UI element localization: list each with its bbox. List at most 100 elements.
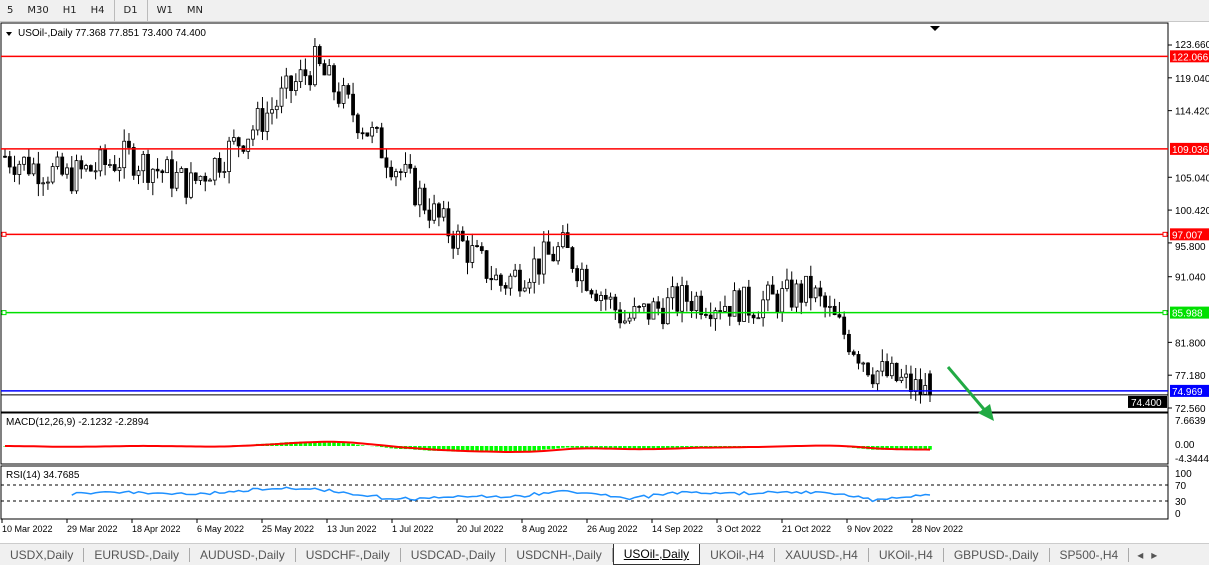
date-label: 13 Jun 2022	[327, 524, 377, 534]
candle	[136, 170, 141, 176]
trend-arrow[interactable]	[946, 366, 990, 415]
price-chart[interactable]: 123.660 119.040 114.420 105.040 100.420 95.80…	[0, 22, 1209, 543]
tab-sp500-h4[interactable]: SP500-,H4	[1050, 547, 1130, 562]
candle	[870, 374, 875, 385]
candle	[789, 279, 794, 308]
macd-bar	[322, 441, 327, 446]
macd-bar	[480, 446, 484, 452]
candle	[332, 65, 336, 93]
candle	[713, 310, 718, 320]
candle	[780, 288, 785, 313]
macd-bar	[675, 446, 680, 448]
candle	[642, 303, 646, 308]
rsi-label: RSI(14) 34.7685	[6, 470, 80, 481]
candle	[46, 181, 50, 184]
tab-usdchf-daily[interactable]: USDCHF-,Daily	[296, 547, 401, 562]
tab-usoil-daily[interactable]: USOil-,Daily	[612, 544, 701, 565]
candle	[41, 182, 46, 185]
date-label: 8 Aug 2022	[522, 524, 568, 534]
macd-bar	[685, 446, 689, 448]
candle	[203, 175, 208, 182]
scroll-left-icon[interactable]: ◂	[1137, 547, 1144, 562]
candle	[775, 293, 780, 313]
macd-bar	[623, 446, 627, 450]
macd-bar	[923, 446, 928, 450]
line-handle[interactable]	[1162, 231, 1168, 237]
candle	[670, 286, 675, 299]
tab-eurusd-daily[interactable]: EURUSD-,Daily	[84, 547, 191, 562]
candle	[231, 137, 236, 142]
candle	[913, 379, 918, 392]
candle	[313, 46, 317, 86]
tab-audusd-daily[interactable]: AUDUSD-,Daily	[190, 547, 296, 562]
tab-usdcad-daily[interactable]: USDCAD-,Daily	[401, 547, 507, 562]
tab-usdcnh-daily[interactable]: USDCNH-,Daily	[506, 547, 613, 562]
timeframe-D1[interactable]: D1	[123, 5, 138, 16]
macd-bar	[460, 446, 465, 452]
candle	[227, 140, 231, 172]
symbol-header: USOil-,Daily 77.368 77.851 73.400 74.400	[18, 28, 206, 39]
tab-usdx-daily[interactable]: USDX,Daily	[0, 547, 85, 562]
candle	[279, 87, 284, 107]
macd-bar	[608, 446, 613, 449]
macd-bar	[522, 446, 527, 452]
candle	[98, 149, 103, 172]
candle	[217, 157, 222, 173]
macd-bar	[642, 446, 646, 450]
candle	[818, 287, 823, 297]
timeframe-MN[interactable]: MN	[186, 5, 203, 16]
candle	[341, 85, 346, 104]
macd-bar	[451, 446, 455, 452]
candle	[274, 105, 279, 111]
dropdown-triangle-icon[interactable]	[6, 32, 12, 36]
date-label: 18 Apr 2022	[132, 524, 181, 534]
macd-bar	[613, 446, 618, 450]
macd-bar	[470, 446, 475, 452]
macd-bar	[890, 446, 894, 450]
candle	[284, 75, 289, 89]
timeframe-5[interactable]: 5	[7, 5, 14, 16]
macd-label: MACD(12,26,9) -2.1232 -2.2894	[6, 417, 149, 428]
macd-bar	[508, 446, 513, 453]
price-label: 91.040	[1175, 273, 1206, 284]
candle	[794, 283, 799, 308]
timeframe-M30[interactable]: M30	[27, 5, 49, 16]
candle	[360, 132, 365, 135]
macd-bar	[341, 442, 346, 446]
price-tag-label: 74.969	[1172, 387, 1203, 398]
candle	[546, 241, 551, 255]
candle	[303, 69, 308, 77]
scroll-right-icon[interactable]: ▸	[1151, 547, 1158, 562]
tab-ukoil-h4[interactable]: UKOil-,H4	[700, 547, 776, 562]
candle	[36, 163, 41, 185]
macd-bar	[584, 446, 589, 449]
date-label: 14 Sep 2022	[652, 524, 703, 534]
candle	[79, 160, 84, 170]
macd-bar	[518, 446, 522, 452]
candle	[60, 156, 65, 175]
shift-marker-icon[interactable]	[930, 26, 940, 31]
macd-bar	[680, 446, 684, 448]
macd-bar	[327, 441, 332, 446]
timeframe-H4[interactable]: H4	[90, 5, 105, 16]
macd-bar	[332, 442, 336, 446]
tab-ukoil-h4[interactable]: UKOil-,H4	[869, 547, 944, 562]
candle	[50, 166, 55, 183]
candle	[718, 310, 723, 312]
timeframe-H1[interactable]: H1	[62, 5, 77, 16]
candle	[260, 108, 265, 132]
macd-bar	[661, 446, 665, 449]
candle	[661, 307, 665, 325]
candle	[656, 301, 661, 309]
tab-gbpusd-daily[interactable]: GBPUSD-,Daily	[944, 547, 1050, 562]
timeframe-W1[interactable]: W1	[156, 5, 173, 16]
macd-bar	[313, 441, 317, 446]
macd-bar	[561, 446, 565, 448]
line-handle[interactable]	[1, 310, 7, 316]
line-handle[interactable]	[1, 231, 7, 237]
macd-bar	[360, 445, 365, 446]
tab-xauusd-h4[interactable]: XAUUSD-,H4	[775, 547, 869, 562]
candle	[484, 250, 489, 279]
line-handle[interactable]	[1162, 310, 1168, 316]
candle	[17, 163, 22, 175]
